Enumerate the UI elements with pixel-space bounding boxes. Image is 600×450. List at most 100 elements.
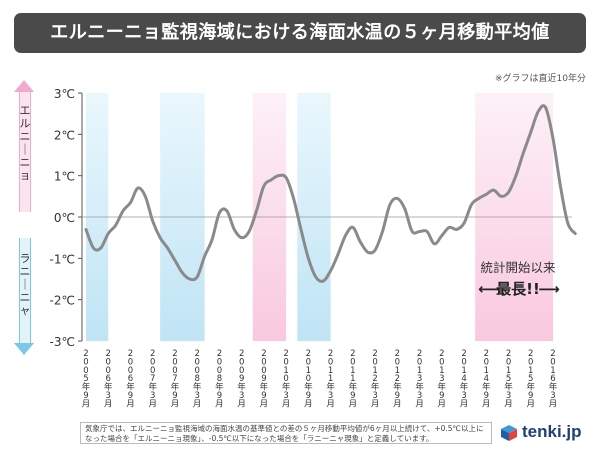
la-nina-arrow-icon xyxy=(14,343,34,355)
x-tick-label: 9 xyxy=(261,374,266,384)
x-tick-label: 月 xyxy=(438,399,447,409)
x-tick-label: 9 xyxy=(83,391,88,401)
x-tick-label: 0 xyxy=(217,357,222,367)
left-arrow-icon: ⟵ xyxy=(478,280,500,298)
x-tick-label: 2 xyxy=(283,349,288,359)
x-tick-label: 0 xyxy=(83,366,88,376)
x-tick-label: 3 xyxy=(106,391,111,401)
tenki-cube-icon xyxy=(501,425,517,441)
x-tick-label: 0 xyxy=(261,366,266,376)
x-tick-label: 7 xyxy=(150,374,155,384)
x-tick-label: 9 xyxy=(306,391,311,401)
x-tick-label: 2 xyxy=(261,349,266,359)
x-tick-label: 月 xyxy=(415,399,424,409)
x-tick-label: 年 xyxy=(237,382,246,393)
x-tick-label: 月 xyxy=(171,399,180,409)
x-tick-label: 1 xyxy=(350,374,355,384)
x-tick-label: 1 xyxy=(328,366,333,376)
x-tick-label: 2 xyxy=(506,349,511,359)
x-tick-label: 4 xyxy=(461,374,466,384)
x-tick-label: 年 xyxy=(393,382,402,393)
x-tick-label: 0 xyxy=(306,357,311,367)
x-tick-label: 月 xyxy=(148,399,157,409)
x-tick-label: 2 xyxy=(439,349,444,359)
x-tick-label: 3 xyxy=(372,391,377,401)
y-tick-label: -2℃ xyxy=(50,294,75,308)
x-tick-label: 3 xyxy=(550,391,555,401)
x-tick-label: 2 xyxy=(128,349,133,359)
x-tick-label: 月 xyxy=(527,399,536,409)
x-tick-label: 月 xyxy=(126,399,135,409)
x-tick-label: 3 xyxy=(417,374,422,384)
x-tick-label: 2 xyxy=(461,349,466,359)
x-tick-label: 0 xyxy=(372,357,377,367)
x-tick-label: 2 xyxy=(306,349,311,359)
x-tick-label: 3 xyxy=(150,391,155,401)
definition-footnote: 気象庁では、エルニーニョ監視海域の海面水温の基準値との差の５ヶ月移動平均値が6ヶ… xyxy=(80,422,492,444)
x-tick-label: 年 xyxy=(482,382,491,393)
x-tick-label: 5 xyxy=(83,374,88,384)
x-tick-label: 1 xyxy=(550,366,555,376)
el-nino-label: エルニ｜ニョ xyxy=(19,104,31,182)
x-tick-label: 9 xyxy=(172,391,177,401)
x-tick-label: 月 xyxy=(371,399,380,409)
x-tick-label: 年 xyxy=(148,382,157,393)
x-tick-label: 年 xyxy=(126,382,135,393)
x-tick-label: 3 xyxy=(283,391,288,401)
x-tick-label: 0 xyxy=(172,357,177,367)
x-tick-label: 0 xyxy=(172,366,177,376)
x-tick-label: 2 xyxy=(395,374,400,384)
x-tick-label: 2 xyxy=(83,349,88,359)
el-nino-arrow-icon xyxy=(14,80,34,92)
x-tick-label: 月 xyxy=(349,399,358,409)
x-tick-label: 2 xyxy=(172,349,177,359)
x-tick-label: 9 xyxy=(239,374,244,384)
x-tick-label: 年 xyxy=(349,382,358,393)
x-tick-label: 0 xyxy=(83,357,88,367)
x-tick-label: 3 xyxy=(506,391,511,401)
x-tick-label: 2 xyxy=(417,349,422,359)
x-tick-label: 0 xyxy=(306,374,311,384)
x-tick-label: 0 xyxy=(417,357,422,367)
y-tick-label: 2℃ xyxy=(54,128,75,142)
chart-title: エルニーニョ監視海域における海面水温の５ヶ月移動平均値 xyxy=(14,13,586,53)
annotation-longest: 最長!! xyxy=(496,280,540,298)
x-tick-label: 1 xyxy=(461,366,466,376)
x-tick-label: 0 xyxy=(194,357,199,367)
x-tick-label: 9 xyxy=(484,391,489,401)
x-tick-label: 5 xyxy=(506,374,511,384)
x-tick-label: 月 xyxy=(215,399,224,409)
sst-series-line xyxy=(84,104,577,283)
x-tick-label: 月 xyxy=(504,399,513,409)
x-tick-label: 2 xyxy=(372,374,377,384)
x-tick-label: 9 xyxy=(128,391,133,401)
x-tick-label: 0 xyxy=(528,357,533,367)
x-tick-label: 月 xyxy=(237,399,246,409)
x-tick-label: 5 xyxy=(528,374,533,384)
x-tick-label: 月 xyxy=(549,399,558,409)
x-tick-label: 3 xyxy=(239,391,244,401)
x-tick-label: 1 xyxy=(283,366,288,376)
x-tick-label: 0 xyxy=(128,366,133,376)
x-tick-label: 年 xyxy=(460,382,469,393)
x-tick-label: 3 xyxy=(328,391,333,401)
x-tick-label: 3 xyxy=(194,391,199,401)
x-tick-label: 6 xyxy=(128,374,133,384)
x-tick-label: 1 xyxy=(328,374,333,384)
x-tick-label: 9 xyxy=(439,391,444,401)
x-tick-label: 0 xyxy=(283,374,288,384)
x-tick-label: 0 xyxy=(128,357,133,367)
x-tick-label: 0 xyxy=(350,357,355,367)
x-tick-label: 月 xyxy=(282,399,291,409)
x-tick-label: 9 xyxy=(261,391,266,401)
x-tick-label: 8 xyxy=(194,374,199,384)
x-tick-label: 0 xyxy=(484,357,489,367)
x-tick-label: 9 xyxy=(395,391,400,401)
x-tick-label: 1 xyxy=(506,366,511,376)
x-tick-label: 月 xyxy=(193,399,202,409)
el-nino-arrow-shaft xyxy=(19,92,31,212)
x-tick-label: 月 xyxy=(304,399,313,409)
x-tick-label: 月 xyxy=(82,399,91,409)
x-tick-label: 0 xyxy=(150,357,155,367)
